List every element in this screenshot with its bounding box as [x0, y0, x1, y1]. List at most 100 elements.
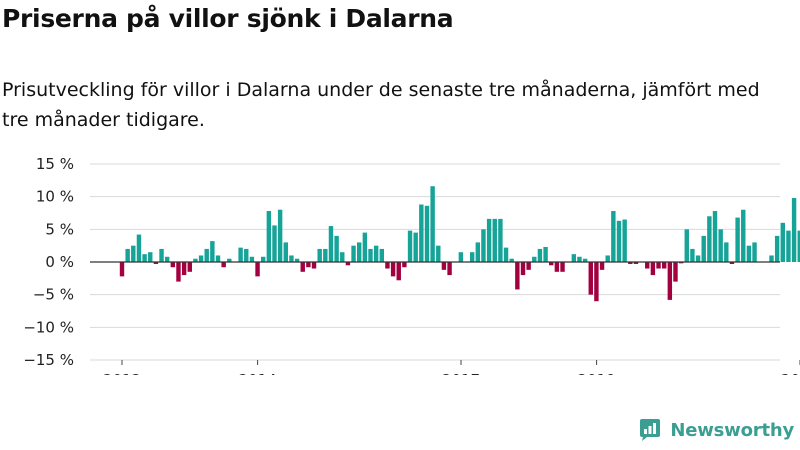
bar-positive [164, 256, 170, 262]
bar-negative [520, 262, 526, 276]
bar-positive [724, 242, 729, 262]
bar-negative [306, 262, 311, 268]
bar-negative [729, 262, 735, 264]
bar-negative [661, 262, 667, 269]
bar-positive [701, 235, 706, 262]
bar-positive [198, 255, 204, 262]
bar-positive [774, 235, 780, 262]
bar-positive [475, 242, 481, 262]
bar-positive [707, 216, 712, 262]
y-tick-label: −15 % [23, 351, 74, 369]
bar-positive [131, 245, 136, 262]
y-tick-label: 15 % [36, 155, 74, 173]
bar-positive [424, 205, 430, 262]
bar-negative [599, 262, 605, 270]
bar-positive [142, 254, 147, 262]
bar-positive [712, 211, 718, 262]
newsworthy-logo-icon [640, 419, 661, 441]
chart-subtitle: Prisutveckling för villor i Dalarna unde… [2, 79, 760, 131]
bar-positive [215, 255, 221, 262]
bar-negative [311, 262, 317, 269]
bar-positive [486, 218, 492, 262]
bar-positive [317, 248, 322, 262]
bar-positive [379, 248, 384, 262]
bar-positive [746, 245, 752, 262]
bar-negative [588, 262, 593, 295]
bar-positive [362, 232, 368, 262]
bar-positive [509, 258, 514, 262]
bar-positive [204, 248, 209, 262]
bar-negative [170, 262, 176, 268]
bar-negative [187, 262, 192, 272]
x-tick-label: 2014 [239, 371, 277, 375]
brand-logo: Newsworthy [637, 417, 794, 443]
bar-positive [611, 211, 616, 262]
bar-positive [323, 248, 328, 262]
bar-positive [436, 245, 441, 262]
y-tick-label: 0 % [45, 253, 74, 271]
bar-negative [673, 262, 678, 282]
bar-negative [549, 262, 554, 266]
bar-positive [289, 255, 294, 262]
bar-positive [340, 252, 345, 262]
bar-positive [210, 241, 215, 262]
bar-negative [560, 262, 565, 272]
bar-negative [526, 262, 531, 270]
bar-positive [249, 256, 255, 262]
bar-positive [690, 248, 695, 262]
y-tick-label: −10 % [23, 318, 74, 336]
bar-negative [390, 262, 396, 277]
bar-negative [628, 262, 633, 264]
bar-negative [221, 262, 226, 268]
bar-positive [718, 229, 723, 262]
y-tick-label: −5 % [33, 286, 74, 304]
bar-positive [430, 186, 435, 262]
bar-negative [119, 262, 125, 277]
bar-negative [594, 262, 599, 302]
bar-negative [447, 262, 452, 276]
bar-positive [469, 252, 475, 262]
price-change-bar-chart: 15 % 10 % 5 % 0 % −5 % −10 % −15 % 2012 2014 2017… [23, 155, 800, 375]
bar-positive [244, 248, 249, 262]
bar-negative [515, 262, 520, 290]
bar-positive [481, 229, 486, 262]
bar-positive [791, 197, 797, 262]
bar-positive [227, 258, 232, 262]
bar-negative [554, 262, 560, 272]
bar-negative [645, 262, 650, 269]
bar-positive [741, 209, 746, 262]
bar-positive [266, 211, 272, 262]
bar-positive [797, 230, 800, 262]
bar-positive [616, 220, 622, 262]
bar-positive [780, 222, 785, 262]
bar-positive [136, 234, 142, 262]
bar-positive [582, 258, 588, 262]
bar-negative [402, 262, 407, 268]
bar-positive [769, 255, 774, 262]
x-tick-label: 2019 [578, 371, 616, 375]
bar-positive [328, 226, 334, 262]
bar-positive [125, 248, 130, 262]
bar-positive [498, 218, 503, 262]
bar-positive [272, 225, 277, 262]
bar-positive [148, 252, 153, 262]
bar-negative [396, 262, 401, 281]
bar-negative [385, 262, 390, 269]
bar-positive [537, 248, 543, 262]
bar-negative [441, 262, 447, 270]
y-tick-label: 10 % [36, 188, 74, 206]
bar-positive [532, 256, 537, 262]
bar-positive [571, 254, 577, 262]
bar-negative [181, 262, 187, 276]
bar-positive [413, 232, 418, 262]
bar-positive [294, 258, 300, 262]
bar-positive [238, 247, 243, 262]
bar-negative [345, 262, 351, 266]
bar-negative [656, 262, 661, 269]
bar-positive [684, 229, 689, 262]
bar-negative [255, 262, 260, 277]
bar-negative [633, 262, 639, 264]
bar-positive [419, 204, 424, 262]
bar-positive [503, 247, 509, 262]
bar-positive [357, 242, 362, 262]
